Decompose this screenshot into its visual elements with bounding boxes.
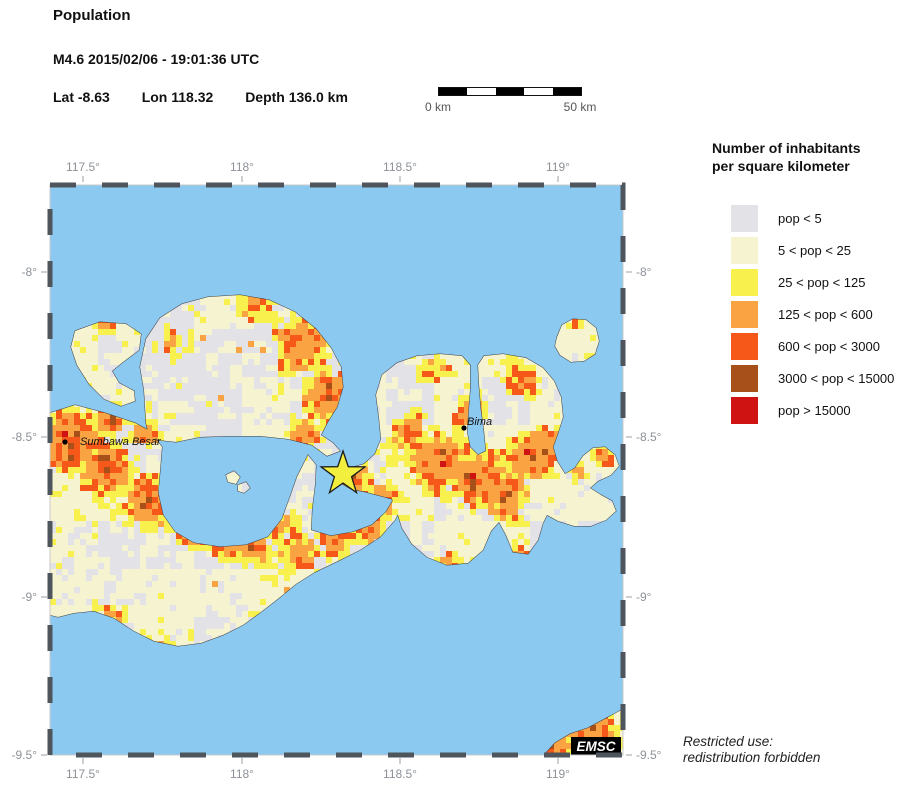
legend-entry: 600 < pop < 3000 <box>712 333 902 360</box>
lat-tick-label-left: -8.5° <box>12 430 38 444</box>
scale-bar-segments <box>438 87 582 96</box>
restricted-use-note: Restricted use: redistribution forbidden <box>683 734 820 766</box>
legend-entry: 25 < pop < 125 <box>712 269 902 296</box>
lon-tick-label-bottom: 117.5° <box>66 767 100 781</box>
legend-entry: 3000 < pop < 15000 <box>712 365 902 392</box>
legend-title-line1: Number of inhabitants <box>712 140 861 156</box>
city-dot <box>461 425 467 431</box>
restricted-line1: Restricted use: <box>683 734 774 749</box>
legend-entries: pop < 5 5 < pop < 25 25 < pop < 125 125 < p… <box>712 205 902 424</box>
lat-tick-label-right: -9° <box>636 590 652 604</box>
legend-swatch <box>731 365 758 392</box>
epicenter-star <box>319 448 367 495</box>
event-depth: Depth 136.0 km <box>245 89 348 105</box>
lat-tick-label-left: -9° <box>22 590 38 604</box>
scale-bar: 0 km 50 km <box>423 84 623 120</box>
legend-title: Number of inhabitants per square kilomet… <box>712 139 902 175</box>
map-frame <box>47 182 626 758</box>
legend-label: 25 < pop < 125 <box>778 275 866 290</box>
legend-label: 125 < pop < 600 <box>778 307 873 322</box>
scale-segment <box>439 88 468 95</box>
lat-tick-label-right: -9.5° <box>636 748 662 762</box>
emsc-logo-box <box>571 737 621 755</box>
legend-entry: 5 < pop < 25 <box>712 237 902 264</box>
lon-tick-label-top: 118° <box>230 160 254 174</box>
population-density-map: Sumbawa Besar Bima EMSC 117.5° 117.5° 118° 118… <box>12 160 662 781</box>
page-title: Population <box>53 7 131 24</box>
legend-label: pop > 15000 <box>778 403 851 418</box>
emsc-logo: EMSC <box>576 739 615 754</box>
lon-tick-label-top: 117.5° <box>66 160 100 174</box>
legend-label: 3000 < pop < 15000 <box>778 371 895 386</box>
lon-tick-label-top: 119° <box>546 160 570 174</box>
legend-swatch <box>731 237 758 264</box>
event-magnitude-datetime: M4.6 2015/02/06 - 19:01:36 UTC <box>53 51 260 67</box>
legend-entry: 125 < pop < 600 <box>712 301 902 328</box>
legend-swatch <box>731 301 758 328</box>
legend-swatch <box>731 333 758 360</box>
lon-tick-label-bottom: 118.5° <box>383 767 417 781</box>
legend-swatch <box>731 269 758 296</box>
legend-entry: pop < 5 <box>712 205 902 232</box>
scale-segment <box>552 88 582 95</box>
legend-title-line2: per square kilometer <box>712 158 850 174</box>
legend-label: pop < 5 <box>778 211 822 226</box>
legend-swatch <box>731 205 758 232</box>
scale-segment <box>467 88 496 95</box>
lat-tick-label-right: -8.5° <box>636 430 662 444</box>
legend-label: 600 < pop < 3000 <box>778 339 880 354</box>
legend: Number of inhabitants per square kilomet… <box>712 139 902 429</box>
scale-segment <box>524 88 553 95</box>
event-longitude: Lon 118.32 <box>141 89 214 105</box>
lat-tick-label-left: -8° <box>22 265 38 279</box>
scale-segment <box>495 88 525 95</box>
city-dot <box>62 439 68 445</box>
legend-entry: pop > 15000 <box>712 397 902 424</box>
restricted-line2: redistribution forbidden <box>683 750 821 765</box>
event-latitude: Lat -8.63 <box>53 89 110 105</box>
legend-label: 5 < pop < 25 <box>778 243 852 258</box>
city-label: Bima <box>467 416 492 428</box>
lon-tick-label-bottom: 119° <box>546 767 570 781</box>
scale-start-label: 0 km <box>424 100 452 114</box>
lon-tick-label-bottom: 118° <box>230 767 254 781</box>
scale-end-label: 50 km <box>563 100 597 114</box>
event-coordinates: Lat -8.63 Lon 118.32 Depth 136.0 km <box>53 89 376 105</box>
city-label: Sumbawa Besar <box>80 436 162 448</box>
lat-tick-label-left: -9.5° <box>12 748 38 762</box>
lon-tick-label-top: 118.5° <box>383 160 417 174</box>
map-canvas: Sumbawa Besar Bima EMSC 117.5° 117.5° 118° 118… <box>12 160 662 781</box>
legend-swatch <box>731 397 758 424</box>
lat-tick-label-right: -8° <box>636 265 652 279</box>
